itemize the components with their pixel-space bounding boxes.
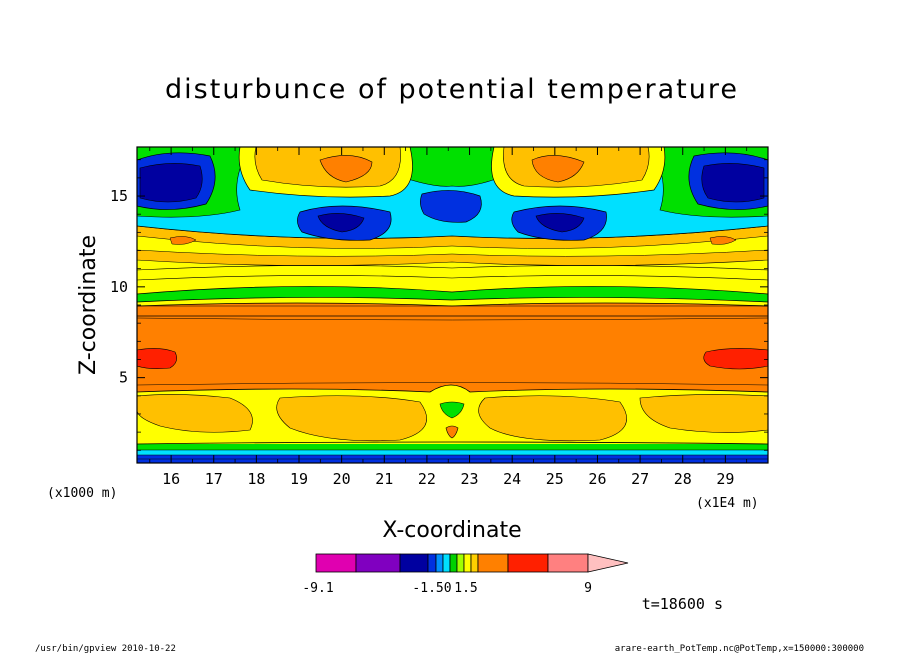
x-tick-label: 29: [716, 470, 734, 488]
time-label: t=18600 s: [642, 595, 723, 613]
colorbar-segment: [435, 553, 444, 573]
x-tick-label: 17: [205, 470, 223, 488]
x-axis-label: X-coordinate: [382, 518, 521, 543]
colorbar-label: 9: [584, 581, 592, 596]
x-axis: 16 17 18 19 20 21 22 23 24 25 26 27 28 29: [149, 147, 748, 488]
x-tick-label: 22: [418, 470, 436, 488]
x-tick-label: 16: [162, 470, 180, 488]
y-tick-label: 5: [119, 369, 128, 387]
x-tick-label: 19: [290, 470, 308, 488]
y-tick-label: 10: [110, 278, 128, 296]
y-tick-label: 15: [110, 187, 128, 205]
colorbar-segment: [463, 553, 472, 573]
x-tick-label: 20: [333, 470, 351, 488]
colorbar-label: -1.50: [412, 581, 451, 596]
colorbar-segment: [427, 553, 437, 573]
chart-title: disturbunce of potential temperature: [165, 74, 739, 105]
colorbar-segment: [477, 553, 509, 573]
colorbar-label: 1.5: [454, 581, 477, 596]
x-tick-label: 28: [674, 470, 692, 488]
footer-right: arare-earth_PotTemp.nc@PotTemp,x=150000:…: [615, 644, 864, 654]
colorbar-arrow: [587, 553, 629, 573]
x-tick-label: 25: [546, 470, 564, 488]
colorbar-segment: [355, 553, 401, 573]
x-scale-label: (x1E4 m): [696, 496, 759, 511]
x-unit-label: (x1000 m): [47, 486, 117, 501]
colorbar-segment: [456, 553, 465, 573]
footer-left: /usr/bin/gpview 2010-10-22: [35, 644, 176, 654]
x-tick-label: 23: [461, 470, 479, 488]
colorbar-segment: [470, 553, 479, 573]
colorbar-segment: [315, 553, 357, 573]
colorbar-segment: [399, 553, 429, 573]
colorbar-min-label: -9.1: [302, 581, 333, 596]
x-tick-label: 26: [588, 470, 606, 488]
y-axis-label: Z-coordinate: [76, 235, 101, 375]
x-tick-label: 27: [631, 470, 649, 488]
colorbar-segment: [547, 553, 589, 573]
contour-field: [137, 147, 768, 463]
colorbar-segment: [449, 553, 458, 573]
x-tick-label: 18: [247, 470, 265, 488]
x-tick-label: 21: [375, 470, 393, 488]
contour-band-orange-mid: [137, 303, 768, 392]
colorbar-segment: [507, 553, 549, 573]
x-tick-label: 24: [503, 470, 521, 488]
y-axis: 5 10 15: [110, 159, 768, 451]
colorbar: [315, 553, 629, 573]
colorbar-segment: [442, 553, 451, 573]
